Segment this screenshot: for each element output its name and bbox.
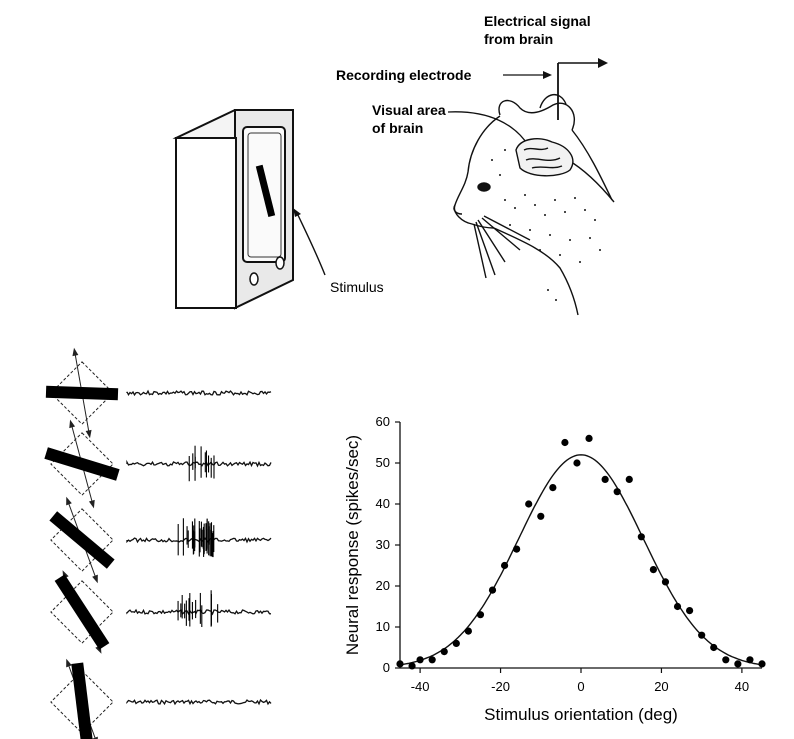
trial-row [49, 496, 272, 584]
data-point [734, 660, 742, 668]
receptive-field-icon [50, 361, 114, 425]
label-electrical-signal-2: from brain [484, 31, 553, 47]
trial-row [45, 347, 272, 439]
trial-row [50, 658, 272, 739]
cat-illustration [453, 94, 615, 316]
data-point [698, 631, 706, 639]
orientation-trials [44, 347, 272, 739]
stimulus-bar [49, 511, 115, 569]
data-point [396, 660, 404, 668]
spike-burst [177, 590, 219, 628]
x-tick-label: 40 [735, 679, 749, 694]
receptive-field-icon [50, 670, 114, 734]
spike-trace [126, 537, 272, 544]
y-tick-label: 50 [376, 455, 390, 470]
x-tick-label: -20 [491, 679, 510, 694]
data-point [408, 662, 416, 670]
data-point [637, 533, 645, 541]
data-point [661, 578, 670, 586]
y-tick-label: 30 [376, 537, 390, 552]
knob-icon [275, 256, 285, 270]
data-point [601, 475, 609, 483]
label-electrical-signal-1: Electrical signal [484, 13, 591, 29]
x-tick-label: 20 [654, 679, 668, 694]
data-point [573, 459, 581, 467]
label-stimulus: Stimulus [330, 279, 384, 295]
tuning-curve-chart: -40 -20 0 20 40 0 10 20 30 40 50 60 Stimulus orient… [343, 414, 766, 724]
trial-row [50, 570, 272, 654]
data-point [585, 434, 593, 442]
data-point [613, 488, 621, 496]
data-point [561, 438, 569, 447]
spike-burst [177, 518, 215, 558]
label-visual-area-1: Visual area [372, 102, 446, 118]
spike-trace [126, 698, 272, 706]
trial-row [44, 419, 272, 509]
data-point [649, 566, 658, 574]
experimental-setup-illustration: Stimulus Electrical signal from brain Re… [172, 13, 615, 316]
data-point [500, 561, 509, 570]
signal-arrow-icon [598, 58, 608, 68]
x-tick-label: -40 [411, 679, 430, 694]
data-point [428, 656, 436, 664]
stimulus-bar [44, 447, 120, 481]
data-point [710, 643, 718, 652]
data-point [549, 484, 557, 492]
y-tick-label: 60 [376, 414, 390, 429]
data-point [625, 475, 633, 483]
data-point [537, 512, 545, 520]
x-axis-label: Stimulus orientation (deg) [484, 705, 678, 724]
receptive-field-icon [50, 432, 114, 496]
data-point [722, 656, 730, 664]
data-point [673, 602, 682, 611]
spike-burst [188, 445, 215, 482]
data-point [416, 656, 424, 664]
stimulus-bar [45, 385, 119, 401]
knob-icon [249, 272, 259, 286]
data-point [452, 639, 460, 648]
data-point [464, 627, 472, 635]
data-point [746, 656, 754, 664]
data-point [686, 607, 694, 615]
data-point [513, 545, 521, 553]
y-tick-label: 10 [376, 619, 390, 634]
x-tick-label: 0 [577, 679, 584, 694]
stimulus-bar [71, 662, 93, 739]
y-tick-label: 20 [376, 578, 390, 593]
data-point [525, 500, 533, 508]
y-axis-label: Neural response (spikes/sec) [343, 435, 362, 655]
spike-trace [126, 459, 272, 468]
y-tick-label: 40 [376, 496, 390, 511]
label-visual-area-2: of brain [372, 120, 423, 136]
stimulus-monitor [172, 109, 294, 310]
stimulus-bar [255, 164, 276, 217]
data-point [440, 648, 448, 656]
label-recording-electrode: Recording electrode [336, 67, 472, 83]
data-point [476, 611, 485, 619]
y-tick-label: 0 [383, 660, 390, 675]
data-point [758, 660, 766, 668]
gaussian-fit-line [399, 454, 763, 666]
data-point [488, 586, 497, 594]
spike-trace [126, 608, 272, 616]
spike-trace [126, 389, 272, 397]
stimulus-bar [54, 574, 110, 650]
